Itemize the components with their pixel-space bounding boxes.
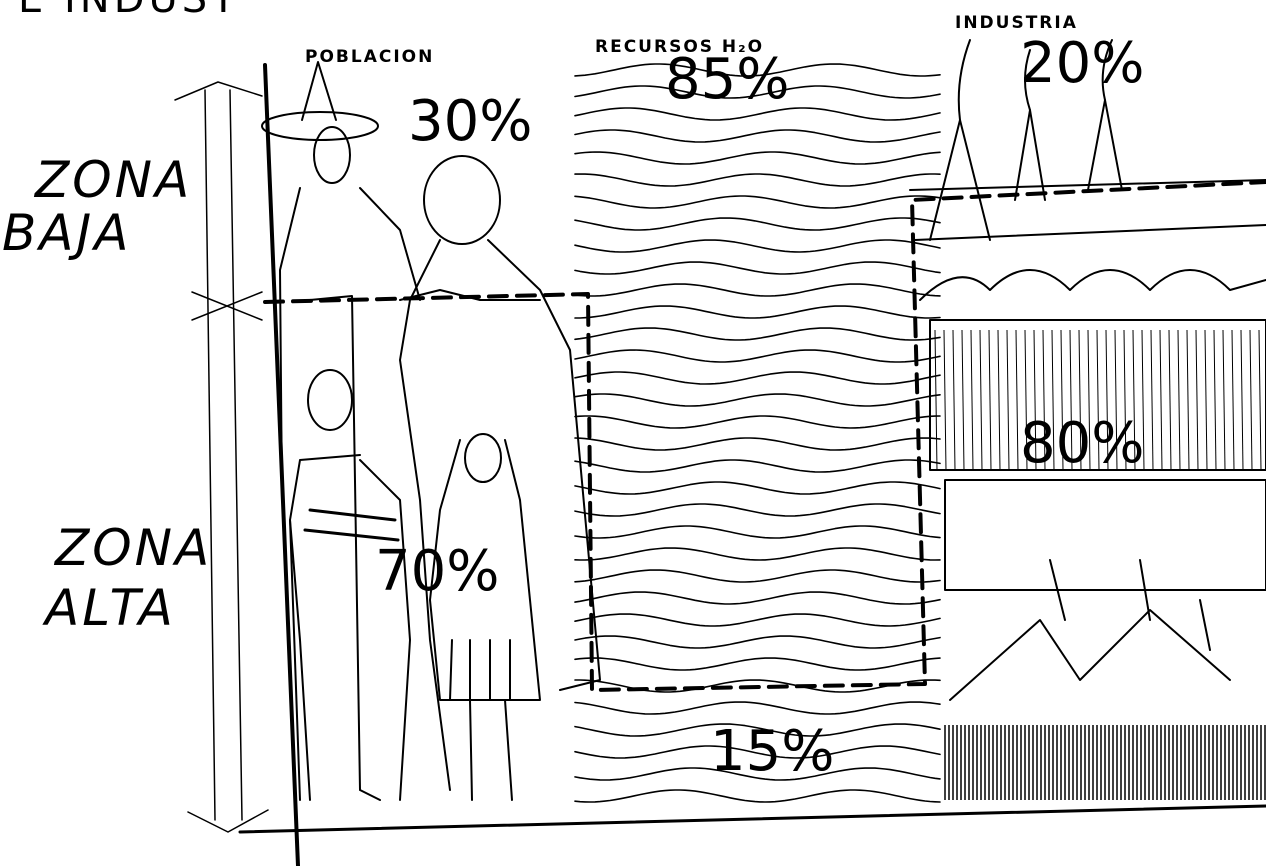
hatch-line	[1160, 330, 1162, 470]
hatch-line	[1205, 330, 1207, 470]
wave-line	[575, 526, 940, 538]
base-line	[240, 806, 1266, 832]
hatch-line	[1214, 330, 1216, 470]
hatch-line	[1187, 330, 1189, 470]
hatch-line	[1007, 330, 1009, 470]
column-title: POBLACION	[305, 47, 434, 67]
hatch-line	[1169, 330, 1171, 470]
wave-line	[575, 152, 940, 164]
wave-line	[575, 482, 940, 494]
hatch-line	[1196, 330, 1198, 470]
hatch-line	[1232, 330, 1234, 470]
hatch-line	[1178, 330, 1180, 470]
percentage: 80%	[1020, 411, 1144, 476]
wave-line	[575, 702, 940, 714]
wave-line	[575, 592, 940, 604]
header-text: E INDUST	[18, 0, 240, 22]
hatch-line	[1016, 330, 1018, 470]
wave-line	[575, 284, 940, 296]
hatch-line	[1151, 330, 1153, 470]
percentage: 70%	[375, 539, 499, 604]
wave-line	[575, 658, 940, 670]
zone-label: BAJA	[2, 204, 131, 262]
industry-hatching	[935, 330, 1265, 800]
hatch-line	[1250, 330, 1252, 470]
hatch-line	[1241, 330, 1243, 470]
hatch-line	[989, 330, 991, 470]
wave-line	[575, 174, 940, 186]
illustration: E INDUST ZONA BAJA ZONA ALTA POBLACION R…	[0, 0, 1266, 866]
wave-line	[575, 350, 940, 362]
percentage: 20%	[1020, 31, 1144, 96]
wave-line	[575, 306, 940, 318]
hatch-line	[935, 330, 937, 470]
zone-label: ZONA	[53, 519, 212, 577]
percentage: 30%	[408, 89, 532, 154]
wave-line	[575, 416, 940, 428]
zone-label: ALTA	[42, 579, 176, 637]
industry-drawing	[910, 40, 1266, 700]
wave-line	[575, 240, 940, 252]
wave-line	[575, 548, 940, 560]
hatch-line	[980, 330, 982, 470]
hatch-line	[1223, 330, 1225, 470]
wave-line	[575, 372, 940, 384]
wave-line	[575, 130, 940, 142]
zone-label: ZONA	[33, 151, 192, 209]
page: {"header": {"text": "E INDUST"}, "zones"…	[0, 0, 1266, 866]
percentage: 15%	[710, 719, 834, 784]
wave-line	[575, 196, 940, 208]
percentage: 85%	[665, 47, 789, 112]
hatch-line	[998, 330, 1000, 470]
wave-line	[575, 218, 940, 230]
hatch-line	[1259, 330, 1261, 470]
hatch-line	[962, 330, 964, 470]
wave-line	[575, 570, 940, 582]
wave-line	[575, 504, 940, 516]
wave-line	[575, 262, 940, 274]
wave-line	[575, 636, 940, 648]
family-figures	[262, 62, 600, 800]
wave-line	[575, 328, 940, 340]
wave-line	[575, 460, 940, 472]
wave-line	[575, 614, 940, 626]
column-title: INDUSTRIA	[955, 13, 1078, 33]
hatch-line	[944, 330, 946, 470]
wave-line	[575, 790, 940, 802]
wave-line	[575, 438, 940, 450]
hatch-line	[971, 330, 973, 470]
wave-line	[575, 394, 940, 406]
hatch-line	[953, 330, 955, 470]
